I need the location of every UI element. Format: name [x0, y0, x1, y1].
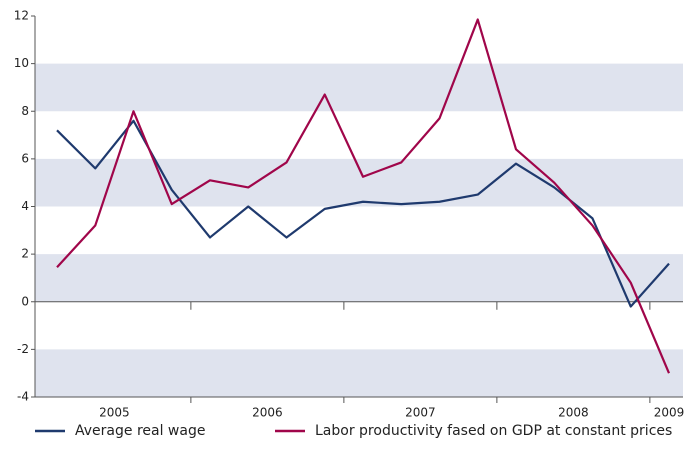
band — [35, 349, 683, 397]
legend-label: Labor productivity fased on GDP at const… — [315, 423, 672, 439]
y-tick-label: 2 — [21, 247, 29, 261]
y-tick-label: 0 — [21, 294, 29, 308]
x-tick-label: 2008 — [558, 406, 589, 420]
x-tick-label: 2009 — [654, 406, 685, 420]
y-tick-label: -4 — [17, 390, 29, 404]
band — [35, 254, 683, 302]
y-tick-label: 10 — [14, 56, 29, 70]
legend-label: Average real wage — [75, 423, 205, 439]
x-tick-label: 2007 — [405, 406, 436, 420]
y-tick-label: 4 — [21, 199, 29, 213]
y-tick-label: 6 — [21, 151, 29, 165]
y-tick-label: -2 — [17, 342, 29, 356]
band — [35, 63, 683, 112]
y-tick-label: 8 — [21, 104, 29, 118]
x-tick-label: 2006 — [252, 406, 283, 420]
y-tick-label: 12 — [14, 9, 29, 23]
line-series — [56, 18, 671, 374]
x-tick-label: 2005 — [99, 406, 130, 420]
